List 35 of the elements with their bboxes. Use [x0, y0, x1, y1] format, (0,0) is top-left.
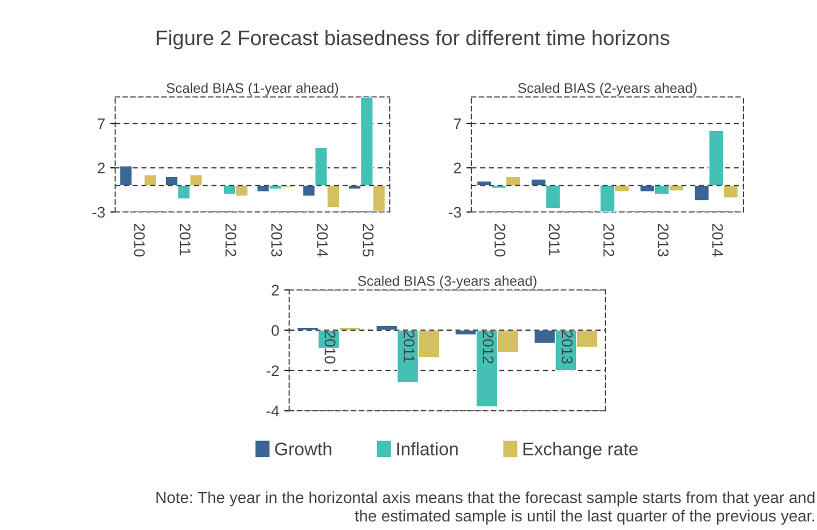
- y-tick-label: 7: [454, 118, 461, 130]
- x-tick-label: 2014: [712, 224, 723, 257]
- y-tick-label: 2: [98, 162, 105, 174]
- y-tick-label: -4: [266, 406, 280, 416]
- bar: [119, 166, 132, 186]
- legend-label: Inflation: [397, 442, 458, 456]
- y-tick-label: 0: [272, 325, 279, 336]
- y-tick-label: -3: [448, 206, 462, 218]
- x-tick-label: 2010: [134, 224, 145, 256]
- x-tick-label: 2010: [324, 330, 336, 364]
- x-tick-label: 2011: [548, 224, 560, 256]
- x-tick-label: 2014: [316, 224, 328, 257]
- y-tick-label: 2: [272, 284, 279, 296]
- x-tick-label: 2013: [562, 330, 573, 364]
- x-tick-label: 2013: [271, 224, 282, 256]
- chart-title: Scaled BIAS (2-years ahead): [518, 82, 697, 96]
- x-tick-label: 2011: [180, 224, 191, 256]
- x-tick-label: 2012: [603, 224, 614, 256]
- chart-title: Scaled BIAS (3-years ahead): [358, 276, 536, 289]
- x-tick-label: 2010: [494, 224, 506, 256]
- legend-label: Exchange rate: [524, 442, 638, 459]
- y-tick-label: -2: [266, 365, 279, 376]
- legend-label: Growth: [275, 442, 332, 456]
- bar: [144, 174, 157, 186]
- x-tick-label: 2012: [225, 224, 236, 256]
- x-tick-label: 2011: [404, 330, 415, 362]
- text: Note: The year in the horizontal axis means that the forecast sample starts from that year and the estimated sample is until the last quarter of the previous year.: [156, 491, 814, 525]
- y-tick-label: 2: [454, 162, 461, 174]
- y-tick-label: 7: [98, 118, 105, 130]
- x-tick-label: 2012: [482, 330, 494, 364]
- caption: Figure 2 Forecast biasedness for different time horizons: [156, 30, 670, 50]
- x-tick-label: 2015: [362, 224, 374, 256]
- y-tick-label: -3: [92, 206, 105, 218]
- x-tick-label: 2013: [658, 224, 669, 256]
- chart-title: Scaled BIAS (1-year ahead): [166, 82, 338, 96]
